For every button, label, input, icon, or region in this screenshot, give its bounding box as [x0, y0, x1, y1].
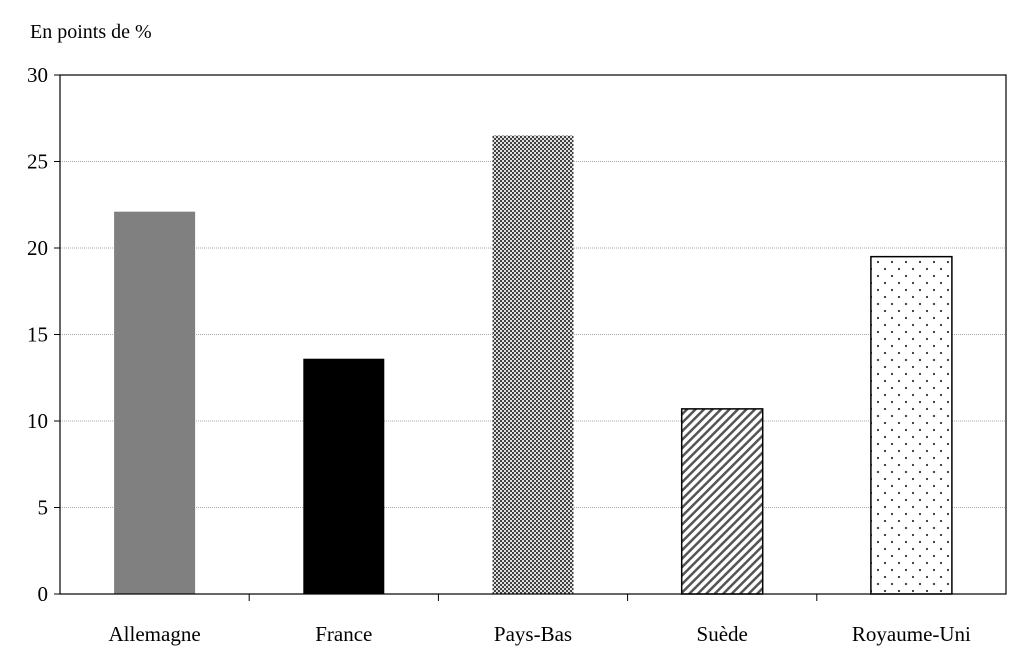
- y-tick-label: 20: [27, 236, 48, 260]
- bar-royaume-uni: [870, 255, 953, 595]
- y-tick-label: 0: [38, 582, 49, 606]
- bar-france: [303, 358, 385, 594]
- x-category-label: Royaume-Uni: [852, 622, 971, 646]
- y-tick-label: 25: [27, 150, 48, 174]
- y-tick-label: 5: [38, 496, 49, 520]
- x-category-label: Allemagne: [109, 622, 201, 646]
- x-category-label: Suède: [697, 622, 748, 646]
- bars: [114, 135, 953, 595]
- bar-allemagne: [114, 211, 196, 595]
- unit-label: En points de %: [30, 21, 152, 43]
- x-category-label: Pays-Bas: [494, 622, 572, 646]
- axes: [54, 74, 1007, 601]
- x-category-label: France: [315, 622, 372, 646]
- y-tick-labels: 0 5 10 15 20 25 30: [27, 63, 48, 606]
- bar-su-de: [680, 408, 764, 595]
- x-category-labels: Allemagne France Pays-Bas Suède Royaume-Uni: [109, 622, 972, 646]
- bar-pays-bas: [492, 135, 574, 595]
- plot-frame: [59, 74, 1007, 595]
- y-tick-label: 15: [27, 323, 48, 347]
- y-tick-label: 30: [27, 63, 48, 87]
- y-tick-label: 10: [27, 409, 48, 433]
